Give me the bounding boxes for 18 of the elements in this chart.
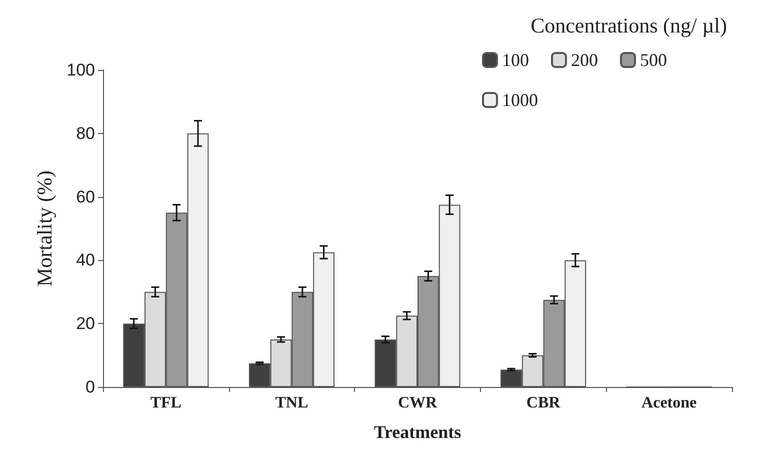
- y-tick-label: 100: [66, 60, 95, 80]
- x-tick-label: TFL: [150, 394, 182, 412]
- x-axis-title: Treatments: [374, 422, 462, 442]
- y-tick-label: 0: [86, 378, 95, 396]
- y-tick-label: 80: [76, 124, 95, 143]
- x-tick-label: CWR: [398, 394, 438, 412]
- y-tick-label: 40: [76, 250, 95, 270]
- legend-label: 200: [571, 50, 598, 70]
- x-tick-label: TNL: [275, 394, 308, 412]
- y-tick-label: 20: [76, 314, 95, 334]
- x-tick-label: Acetone: [642, 394, 697, 412]
- legend-label: 500: [640, 50, 667, 70]
- y-axis-title: Mortality (%): [32, 170, 56, 287]
- y-tick-label: 60: [76, 187, 95, 206]
- legend-label: 1000: [502, 90, 538, 110]
- x-tick-label: CBR: [526, 394, 561, 412]
- legend-title: Concentrations (ng/ µl): [530, 14, 728, 38]
- legend-label: 100: [502, 50, 529, 70]
